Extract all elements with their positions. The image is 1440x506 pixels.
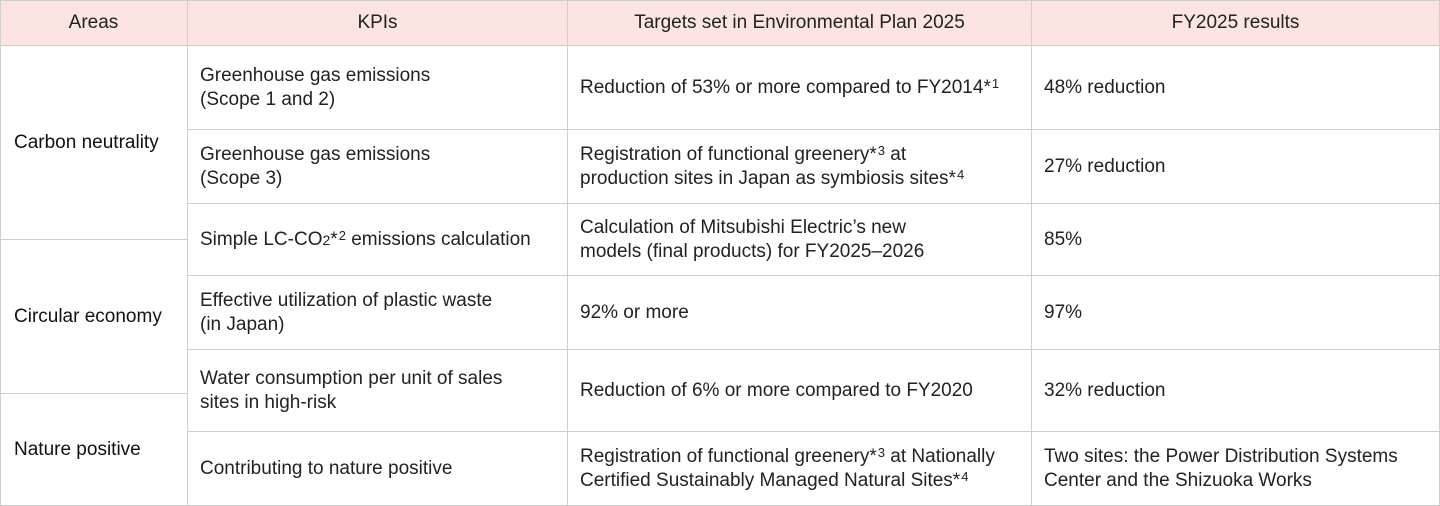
row-3-target: Calculation of Mitsubishi Electric’s new… [568,204,1032,276]
header-results: FY2025 results [1032,0,1440,46]
result-line: 27% reduction [1044,155,1166,177]
result-line: 85% [1044,228,1083,250]
footnote-marker: 3 [877,142,886,158]
target-line: Registration of functional greenery*3 at… [580,445,1023,469]
target-text: at [885,143,907,165]
footnote-marker: 2 [338,227,346,243]
area-carbon-neutrality: Carbon neutrality [0,46,188,240]
target-text: Registration of functional greenery* [580,143,877,165]
kpi-line: Simple LC-CO2*2 emissions calculation [200,228,559,252]
header-targets-label: Targets set in Environmental Plan 2025 [634,11,965,33]
target-text: Reduction of 53% or more compared to FY2… [580,76,991,98]
target-text: Registration of functional greenery* [580,445,877,467]
header-areas: Areas [0,0,188,46]
row-3-result: 85% [1032,204,1440,276]
target-line: Reduction of 6% or more compared to FY20… [580,379,973,401]
kpi-text: Simple LC-CO [200,228,323,250]
target-text: Certified Sustainably Managed Natural Si… [580,469,961,491]
result-line: 97% [1044,301,1083,323]
footnote-marker: 3 [877,444,886,460]
target-text: at Nationally [885,445,995,467]
row-1-kpi: Greenhouse gas emissions (Scope 1 and 2) [188,46,568,130]
target-line: Certified Sustainably Managed Natural Si… [580,469,1023,493]
footnote-marker: 1 [991,75,1000,91]
header-kpis: KPIs [188,0,568,46]
row-1-target: Reduction of 53% or more compared to FY2… [568,46,1032,130]
kpi-text: emissions calculation [345,228,531,250]
result-line: Two sites: the Power Distribution System… [1044,445,1398,467]
header-kpis-label: KPIs [357,11,398,33]
header-results-label: FY2025 results [1171,11,1300,33]
row-4-kpi: Effective utilization of plastic waste (… [188,276,568,350]
row-6-kpi: Contributing to nature positive [188,432,568,506]
row-4-target: 92% or more [568,276,1032,350]
row-6-result: Two sites: the Power Distribution System… [1032,432,1440,506]
header-targets: Targets set in Environmental Plan 2025 [568,0,1032,46]
area-label: Circular economy [14,305,162,327]
target-line: 92% or more [580,301,689,323]
row-1-result: 48% reduction [1032,46,1440,130]
area-label: Nature positive [14,438,141,460]
kpi-line: Greenhouse gas emissions [200,143,431,165]
result-line: 48% reduction [1044,76,1166,98]
area-nature-positive: Nature positive [0,394,188,506]
row-6-target: Registration of functional greenery*3 at… [568,432,1032,506]
target-line: production sites in Japan as symbiosis s… [580,167,1023,191]
kpi-line: (in Japan) [200,313,285,335]
subscript: 2 [322,231,331,248]
kpi-line: (Scope 3) [200,167,283,189]
row-2-kpi: Greenhouse gas emissions (Scope 3) [188,130,568,204]
kpi-line: Greenhouse gas emissions [200,64,431,86]
result-line: 32% reduction [1044,379,1166,401]
footnote-marker: 4 [956,166,965,182]
row-5-kpi: Water consumption per unit of sales site… [188,350,568,432]
kpi-text: * [330,228,338,250]
target-line: Reduction of 53% or more compared to FY2… [580,76,1023,100]
footnote-marker: 4 [961,468,969,484]
row-5-target: Reduction of 6% or more compared to FY20… [568,350,1032,432]
row-2-result: 27% reduction [1032,130,1440,204]
row-4-result: 97% [1032,276,1440,350]
target-line: Calculation of Mitsubishi Electric’s new [580,216,906,238]
kpi-line: (Scope 1 and 2) [200,88,336,110]
area-label: Carbon neutrality [14,131,159,153]
row-3-kpi: Simple LC-CO2*2 emissions calculation [188,204,568,276]
kpi-line: Effective utilization of plastic waste [200,289,493,311]
target-text: production sites in Japan as symbiosis s… [580,167,956,189]
area-circular-economy: Circular economy [0,240,188,394]
target-line: models (final products) for FY2025–2026 [580,240,925,262]
header-areas-label: Areas [68,11,119,33]
row-2-target: Registration of functional greenery*3 at… [568,130,1032,204]
target-line: Registration of functional greenery*3 at [580,143,1023,167]
kpi-line: Water consumption per unit of sales [200,367,503,389]
kpi-line: sites in high-risk [200,391,337,413]
row-5-result: 32% reduction [1032,350,1440,432]
kpi-line: Contributing to nature positive [200,457,453,479]
result-line: Center and the Shizuoka Works [1044,469,1312,491]
